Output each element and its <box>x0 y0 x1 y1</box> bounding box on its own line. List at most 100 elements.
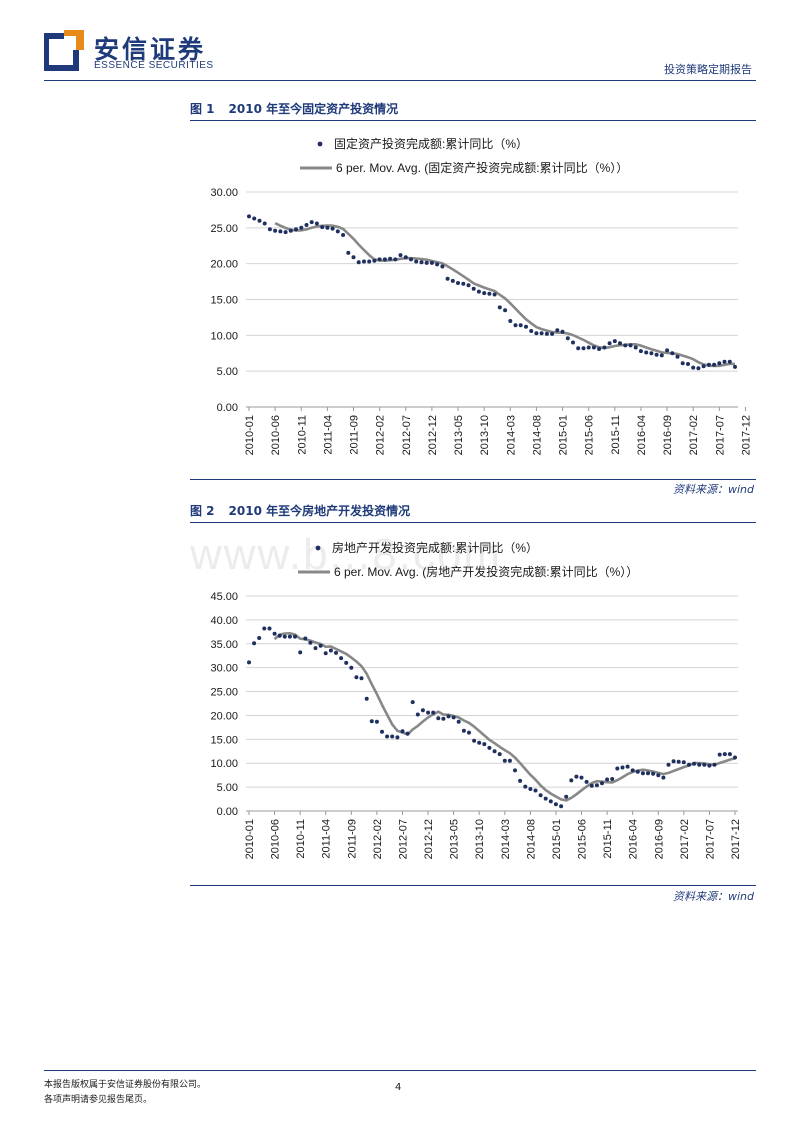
data-point <box>686 362 690 366</box>
data-point <box>584 779 589 784</box>
data-point <box>374 719 379 724</box>
data-point <box>385 734 390 739</box>
y-tick-label: 40.00 <box>210 615 238 627</box>
x-tick-label: 2012-12 <box>423 819 435 859</box>
data-point <box>487 291 492 296</box>
x-tick-label: 2016-09 <box>662 415 674 455</box>
x-tick-label: 2013-05 <box>449 819 461 859</box>
logo-chinese-text: 安信证券 <box>94 35 207 64</box>
data-point <box>555 328 560 333</box>
data-point <box>676 759 681 764</box>
figure-1-chart: 固定资产投资完成额:累计同比（%） 6 per. Mov. Avg. (固定资产投… <box>210 136 752 455</box>
data-point <box>456 281 460 285</box>
data-point <box>513 323 518 328</box>
data-point <box>351 255 356 260</box>
data-point <box>367 259 372 264</box>
footer-notice: 各项声明请参见报告尾页。 <box>44 1095 153 1105</box>
header-divider <box>44 80 756 81</box>
figure-2-number: 图 2 <box>190 504 215 518</box>
data-point <box>349 665 354 670</box>
data-point <box>620 765 625 770</box>
moving-average-line <box>273 631 736 802</box>
data-point <box>304 223 309 227</box>
x-tick-label: 2015-06 <box>584 415 596 455</box>
data-point <box>298 650 303 655</box>
y-tick-label: 10.00 <box>210 330 238 342</box>
data-point <box>288 228 293 233</box>
legend-marker-icon <box>317 141 323 147</box>
data-point <box>388 256 393 261</box>
data-point <box>492 292 497 297</box>
data-point <box>328 648 333 653</box>
x-tick-label: 2010-06 <box>270 819 282 859</box>
data-point <box>524 324 528 329</box>
data-point <box>262 626 267 631</box>
data-point <box>472 738 477 743</box>
y-tick-label: 5.00 <box>217 782 238 794</box>
legend-ma-label: 6 per. Mov. Avg. (房地产开发投资完成额:累计同比（%）） <box>334 564 638 579</box>
data-point <box>571 340 575 345</box>
data-point <box>508 319 513 323</box>
data-point <box>560 329 565 334</box>
x-tick-label: 2010-01 <box>244 415 256 455</box>
data-point <box>441 716 446 721</box>
data-point <box>395 735 400 740</box>
data-point <box>330 226 335 231</box>
data-point <box>640 771 645 776</box>
data-point <box>591 345 596 350</box>
x-tick-label: 2017-12 <box>730 819 742 859</box>
x-tick-label: 2015-11 <box>610 415 622 455</box>
data-point <box>293 634 297 639</box>
data-point <box>559 804 564 809</box>
x-tick-label: 2013-10 <box>474 819 486 859</box>
y-tick-label: 15.00 <box>210 734 238 746</box>
data-point <box>612 339 617 344</box>
data-point <box>576 346 581 351</box>
data-point <box>529 329 534 333</box>
data-point <box>257 218 262 223</box>
data-point <box>277 633 282 638</box>
data-point <box>615 766 620 771</box>
data-point <box>651 771 656 776</box>
x-tick-label: 2010-11 <box>295 819 307 859</box>
data-point <box>569 778 574 783</box>
y-tick-label: 30.00 <box>210 187 238 199</box>
data-point <box>548 799 553 804</box>
data-point <box>409 257 413 262</box>
data-point <box>339 656 344 661</box>
data-point <box>722 752 727 757</box>
logo-english-text: ESSENCE SECURITIES <box>94 60 214 71</box>
x-tick-label: 2012-07 <box>397 819 409 859</box>
y-tick-label: 20.00 <box>210 259 238 271</box>
data-point <box>346 250 351 255</box>
data-point <box>492 749 497 754</box>
figure-1-top-rule <box>190 120 756 121</box>
data-point <box>543 796 548 801</box>
data-point <box>670 351 675 356</box>
data-point <box>681 760 686 765</box>
data-point <box>267 227 272 232</box>
data-point <box>461 281 466 286</box>
figure-2-caption: 2010 年至今房地产开发投资情况 <box>228 504 411 518</box>
data-point <box>398 253 403 258</box>
data-point <box>461 728 466 733</box>
x-tick-label: 2015-01 <box>551 819 563 859</box>
data-point <box>507 758 512 763</box>
data-point <box>320 225 325 230</box>
data-point <box>344 660 349 665</box>
x-tick-label: 2016-09 <box>653 819 665 859</box>
data-point <box>299 225 304 230</box>
data-point <box>414 259 419 264</box>
data-point <box>369 719 374 724</box>
data-point <box>267 626 272 631</box>
data-point <box>646 771 650 776</box>
data-point <box>528 787 533 791</box>
data-point <box>671 759 676 764</box>
data-point <box>589 783 594 788</box>
data-point <box>419 260 424 265</box>
y-tick-label: 30.00 <box>210 663 238 675</box>
figure-2-bottom-rule <box>190 885 756 886</box>
footer-divider <box>44 1070 756 1071</box>
data-point <box>273 228 278 233</box>
figure-1-bottom-rule <box>190 479 756 480</box>
